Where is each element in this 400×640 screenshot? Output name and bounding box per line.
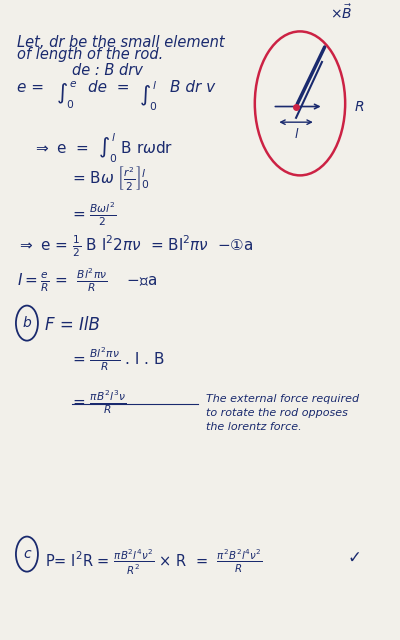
- Text: Let, dr be the small element: Let, dr be the small element: [17, 35, 225, 49]
- Text: = $\frac{\pi B^2 l^3 \nu}{R}$: = $\frac{\pi B^2 l^3 \nu}{R}$: [72, 388, 126, 416]
- Text: $I = \frac{e}{R}$ =  $\frac{Bl^2\pi\nu}{R}$    $-$⑪a: $I = \frac{e}{R}$ = $\frac{Bl^2\pi\nu}{R…: [17, 267, 157, 294]
- Text: of length of the rod.: of length of the rod.: [17, 47, 163, 62]
- Text: c: c: [23, 547, 31, 561]
- Text: F = IlB: F = IlB: [45, 316, 100, 333]
- Text: $\times\vec{B}$: $\times\vec{B}$: [330, 3, 352, 22]
- Text: the lorentz force.: the lorentz force.: [206, 422, 301, 432]
- Text: de : B drv: de : B drv: [72, 63, 143, 77]
- Text: de  =: de =: [88, 79, 129, 95]
- Text: l: l: [294, 129, 298, 141]
- Text: = $\frac{Bl^2\pi\nu}{R}$ . l . B: = $\frac{Bl^2\pi\nu}{R}$ . l . B: [72, 346, 165, 373]
- Text: to rotate the rod opposes: to rotate the rod opposes: [206, 408, 348, 419]
- Text: $\Rightarrow$ e  =  $\int_0^l$ B r$\omega$dr: $\Rightarrow$ e = $\int_0^l$ B r$\omega$…: [33, 132, 173, 165]
- Text: b: b: [22, 316, 31, 330]
- Text: $\int_0^l$: $\int_0^l$: [139, 79, 158, 113]
- Text: = B$\omega$ $\left[\frac{r^2}{2}\right]_0^l$: = B$\omega$ $\left[\frac{r^2}{2}\right]_…: [72, 164, 150, 192]
- Text: The external force required: The external force required: [206, 394, 359, 404]
- Text: $\int_0^e$: $\int_0^e$: [56, 79, 78, 111]
- Text: B dr v: B dr v: [170, 79, 216, 95]
- Text: R: R: [355, 100, 365, 113]
- Text: $\checkmark$: $\checkmark$: [347, 548, 360, 566]
- Text: e =: e =: [17, 79, 44, 95]
- Text: $\Rightarrow$ e = $\frac{1}{2}$ B l$^2$2$\pi\nu$  = Bl$^2\pi\nu$  $-$①a: $\Rightarrow$ e = $\frac{1}{2}$ B l$^2$2…: [17, 233, 254, 259]
- Text: P= I$^2$R = $\frac{\pi B^2 l^4 \nu^2}{R^2}$ $\times$ R  =  $\frac{\pi^2 B^2 l^4 : P= I$^2$R = $\frac{\pi B^2 l^4 \nu^2}{R^…: [45, 548, 262, 577]
- Text: = $\frac{B\omega l^2}{2}$: = $\frac{B\omega l^2}{2}$: [72, 200, 117, 228]
